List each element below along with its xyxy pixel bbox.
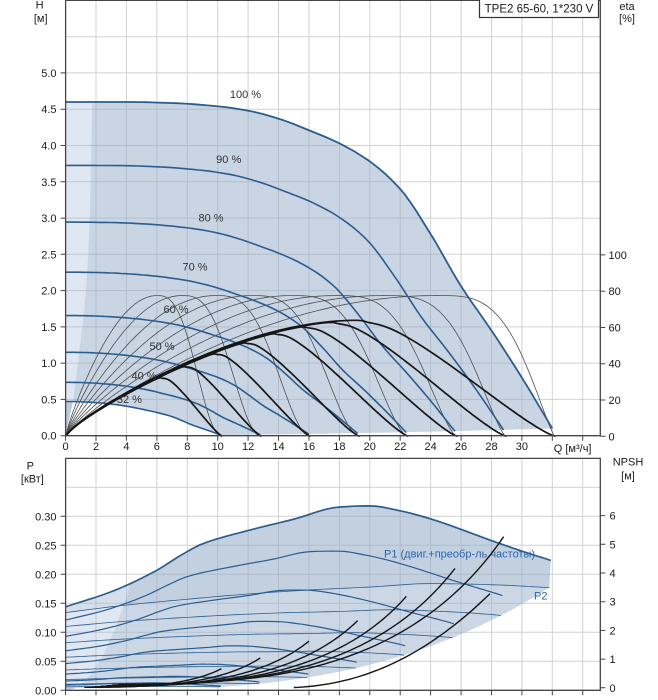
svg-text:[м]: [м] [34, 13, 48, 25]
svg-text:32 %: 32 % [117, 394, 142, 406]
svg-text:6: 6 [154, 441, 160, 453]
svg-text:0.0: 0.0 [41, 431, 56, 443]
svg-text:[%]: [%] [619, 13, 635, 25]
svg-text:8: 8 [184, 441, 190, 453]
svg-text:3: 3 [610, 597, 616, 609]
svg-text:[м]: [м] [621, 471, 635, 483]
svg-text:0.10: 0.10 [35, 627, 56, 639]
svg-text:4: 4 [610, 568, 616, 580]
svg-text:P2: P2 [534, 591, 547, 603]
svg-text:30: 30 [516, 441, 528, 453]
svg-text:1: 1 [610, 654, 616, 666]
svg-text:2.0: 2.0 [41, 286, 56, 298]
svg-text:10: 10 [212, 441, 224, 453]
svg-text:5.0: 5.0 [41, 68, 56, 80]
svg-text:60: 60 [609, 322, 621, 334]
svg-text:1.5: 1.5 [41, 322, 56, 334]
svg-text:TPE2 65-60, 1*230 V: TPE2 65-60, 1*230 V [485, 4, 594, 16]
svg-text:2: 2 [93, 441, 99, 453]
svg-text:0.25: 0.25 [35, 540, 56, 552]
svg-text:4: 4 [123, 441, 129, 453]
svg-text:12: 12 [242, 441, 254, 453]
svg-text:14: 14 [272, 441, 284, 453]
svg-text:22: 22 [394, 441, 406, 453]
svg-text:4.5: 4.5 [41, 104, 56, 116]
svg-text:90 %: 90 % [216, 154, 241, 166]
svg-text:100 %: 100 % [230, 89, 261, 101]
svg-text:0.15: 0.15 [35, 598, 56, 610]
svg-text:40 %: 40 % [131, 371, 156, 383]
svg-text:0.00: 0.00 [35, 685, 56, 697]
svg-text:1.0: 1.0 [41, 358, 56, 370]
svg-text:20: 20 [609, 395, 621, 407]
svg-text:0.05: 0.05 [35, 656, 56, 668]
svg-text:6: 6 [610, 511, 616, 523]
svg-text:18: 18 [333, 441, 345, 453]
svg-text:0.5: 0.5 [41, 394, 56, 406]
svg-text:0: 0 [63, 441, 69, 453]
svg-text:80: 80 [609, 286, 621, 298]
svg-text:5: 5 [610, 539, 616, 551]
svg-text:0.30: 0.30 [35, 511, 56, 523]
svg-text:16: 16 [303, 441, 315, 453]
svg-text:40: 40 [609, 359, 621, 371]
svg-text:Q [м³/ч]: Q [м³/ч] [554, 443, 592, 455]
svg-text:0.20: 0.20 [35, 569, 56, 581]
svg-text:NPSH: NPSH [613, 457, 644, 469]
svg-text:24: 24 [425, 441, 437, 453]
svg-text:0: 0 [610, 683, 616, 695]
svg-text:60 %: 60 % [163, 304, 188, 316]
svg-text:100: 100 [609, 250, 627, 262]
svg-text:80 %: 80 % [198, 213, 223, 225]
svg-text:3.0: 3.0 [41, 213, 56, 225]
svg-text:2.5: 2.5 [41, 249, 56, 261]
svg-text:eta: eta [619, 1, 635, 13]
svg-text:28: 28 [485, 441, 497, 453]
svg-text:20: 20 [364, 441, 376, 453]
svg-text:70 %: 70 % [182, 262, 207, 274]
svg-text:[кВт]: [кВт] [21, 474, 44, 486]
svg-text:3.5: 3.5 [41, 177, 56, 189]
svg-text:P: P [27, 461, 34, 473]
svg-text:P1 (двиг.+преобр-ль частоты): P1 (двиг.+преобр-ль частоты) [384, 549, 535, 561]
svg-text:H: H [36, 0, 44, 12]
svg-text:4.0: 4.0 [41, 141, 56, 153]
svg-text:50 %: 50 % [149, 341, 174, 353]
svg-text:0: 0 [609, 431, 615, 443]
svg-text:2: 2 [610, 625, 616, 637]
svg-text:26: 26 [455, 441, 467, 453]
